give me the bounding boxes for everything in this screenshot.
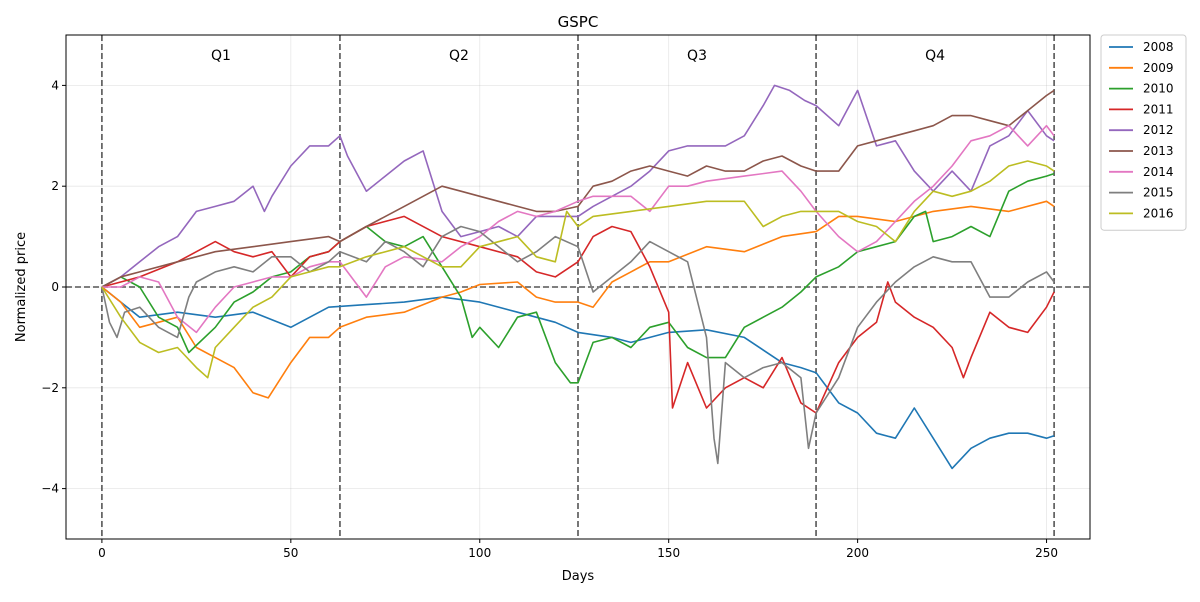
quarter-labels: Q1 Q2 Q3 Q4 (211, 48, 945, 64)
chart-title: GSPC (558, 13, 599, 31)
x-tick-label: 0 (98, 546, 106, 560)
legend-label: 2009 (1143, 61, 1174, 75)
x-tick-label: 100 (468, 546, 491, 560)
series-line-2009 (101, 200, 1055, 399)
series-line-2013 (101, 89, 1055, 288)
quarter-label: Q2 (449, 48, 469, 64)
series-line-2015 (101, 225, 1055, 465)
reference-lines (66, 35, 1090, 539)
legend-label: 2011 (1143, 102, 1174, 116)
x-tick-label: 250 (1035, 546, 1058, 560)
y-axis-label: Normalized price (14, 232, 29, 342)
x-tick-label: 200 (846, 546, 869, 560)
axis-ticks: 0 50 100 150 200 250 −4 −2 0 2 4 (41, 78, 1058, 560)
x-tick-label: 50 (283, 546, 298, 560)
legend-label: 2015 (1143, 186, 1174, 200)
quarter-label: Q1 (211, 48, 231, 64)
legend-label: 2014 (1143, 165, 1174, 179)
y-tick-label: 0 (51, 280, 59, 294)
series-line-2010 (101, 172, 1055, 384)
legend-label: 2012 (1143, 123, 1174, 137)
x-tick-label: 150 (657, 546, 680, 560)
legend-box (1100, 34, 1187, 231)
quarter-label: Q4 (925, 48, 945, 64)
series-line-2016 (101, 160, 1055, 379)
legend-label: 2013 (1143, 144, 1174, 158)
legend-label: 2010 (1143, 82, 1174, 96)
legend-label: 2008 (1143, 40, 1174, 54)
quarter-label: Q3 (687, 48, 707, 64)
series-line-2012 (101, 84, 1055, 288)
y-tick-label: −4 (41, 482, 59, 496)
series-line-2014 (101, 124, 1055, 334)
series-line-2008 (101, 286, 1055, 470)
legend-label: 2016 (1143, 206, 1174, 220)
series-lines (101, 84, 1055, 470)
legend: 2008 2009 2010 2011 2012 2013 2014 2015 2016 (1100, 34, 1187, 231)
y-tick-label: −2 (41, 381, 59, 395)
y-tick-label: 2 (51, 179, 59, 193)
x-axis-label: Days (562, 569, 595, 584)
y-tick-label: 4 (51, 78, 59, 92)
